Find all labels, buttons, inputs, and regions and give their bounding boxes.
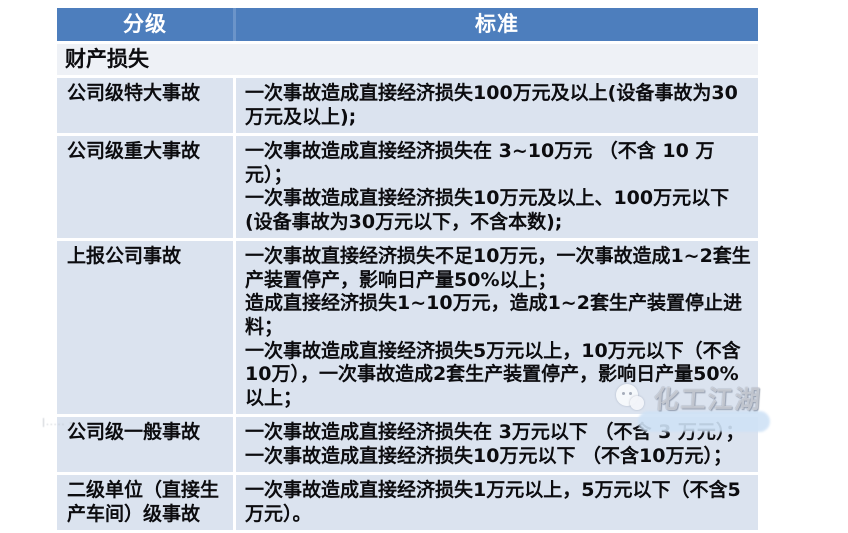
table-row: 二级单位（直接生产车间）级事故 一次事故造成直接经济损失1万元以上，5万元以下（… (57, 475, 758, 533)
criteria-line: 一次事故直接经济损失不足10万元，一次事故造成1~2套生产装置停产，影响日产量5… (245, 245, 751, 291)
level-cell: 公司级特大事故 (67, 82, 201, 105)
table-row: 公司级重大事故 一次事故造成直接经济损失在 3~10万元 （不含 10 万元）；… (57, 136, 758, 242)
criteria-cell: 一次事故造成直接经济损失在 3~10万元 （不含 10 万元）； 一次事故造成直… (236, 136, 758, 238)
page: 分级 标准 财产损失 公司级特大事故 一次事故造成直接经济损失100万元及以上(… (42, 8, 770, 533)
table-row: 上报公司事故 一次事故直接经济损失不足10万元，一次事故造成1~2套生产装置停产… (57, 241, 758, 418)
section-title: 财产损失 (65, 47, 149, 72)
criteria-cell: 一次事故造成直接经济损失100万元及以上(设备事故为30万元及以上); (236, 78, 758, 133)
watermark-highlight-blob (638, 411, 770, 432)
column-header-level: 分级 (123, 12, 167, 36)
criteria-line: 一次事故造成直接经济损失在 3~10万元 （不含 10 万元）； (245, 140, 715, 186)
criteria-line: 造成直接经济损失1~10万元，造成1~2套生产装置停止进料； (245, 292, 742, 338)
criteria-line: 一次事故造成直接经济损失1万元以上，5万元以下（不含5万元）。 (245, 479, 741, 525)
level-cell: 公司级一般事故 (67, 421, 201, 444)
column-divider (233, 241, 236, 415)
column-divider (233, 136, 236, 239)
level-cell: 公司级重大事故 (67, 140, 201, 163)
criteria-line: 一次事故造成直接经济损失10万元以下 （不含10万元）； (245, 444, 732, 467)
scan-artifact: |..... - (42, 418, 74, 428)
column-header-standard: 标准 (475, 12, 519, 36)
level-cell: 二级单位（直接生产车间）级事故 (67, 479, 220, 525)
criteria-line: 一次事故造成直接经济损失100万元及以上(设备事故为30万元及以上); (245, 82, 738, 128)
criteria-cell: 一次事故造成直接经济损失1万元以上，5万元以下（不含5万元）。 (236, 475, 758, 530)
table-header-row: 分级 标准 (57, 8, 758, 45)
table-row: 公司级特大事故 一次事故造成直接经济损失100万元及以上(设备事故为30万元及以… (57, 78, 758, 137)
criteria-cell: 一次事故直接经济损失不足10万元，一次事故造成1~2套生产装置停产，影响日产量5… (236, 241, 758, 414)
criteria-line: 一次事故造成直接经济损失5万元以上，10万元以下（不含10万），一次事故造成2套… (245, 339, 741, 409)
section-row-property-loss: 财产损失 (57, 44, 758, 79)
accident-classification-table: 分级 标准 财产损失 公司级特大事故 一次事故造成直接经济损失100万元及以上(… (57, 8, 758, 533)
column-divider (233, 8, 236, 42)
column-divider (233, 78, 236, 134)
criteria-line: 一次事故造成直接经济损失10万元及以上、100万元以下(设备事故为30万元以下，… (245, 187, 730, 233)
criteria-line: 一次事故造成直接经济损失在 3万元以下 （不含 3 万元）； (245, 421, 745, 444)
level-cell: 上报公司事故 (67, 245, 182, 268)
